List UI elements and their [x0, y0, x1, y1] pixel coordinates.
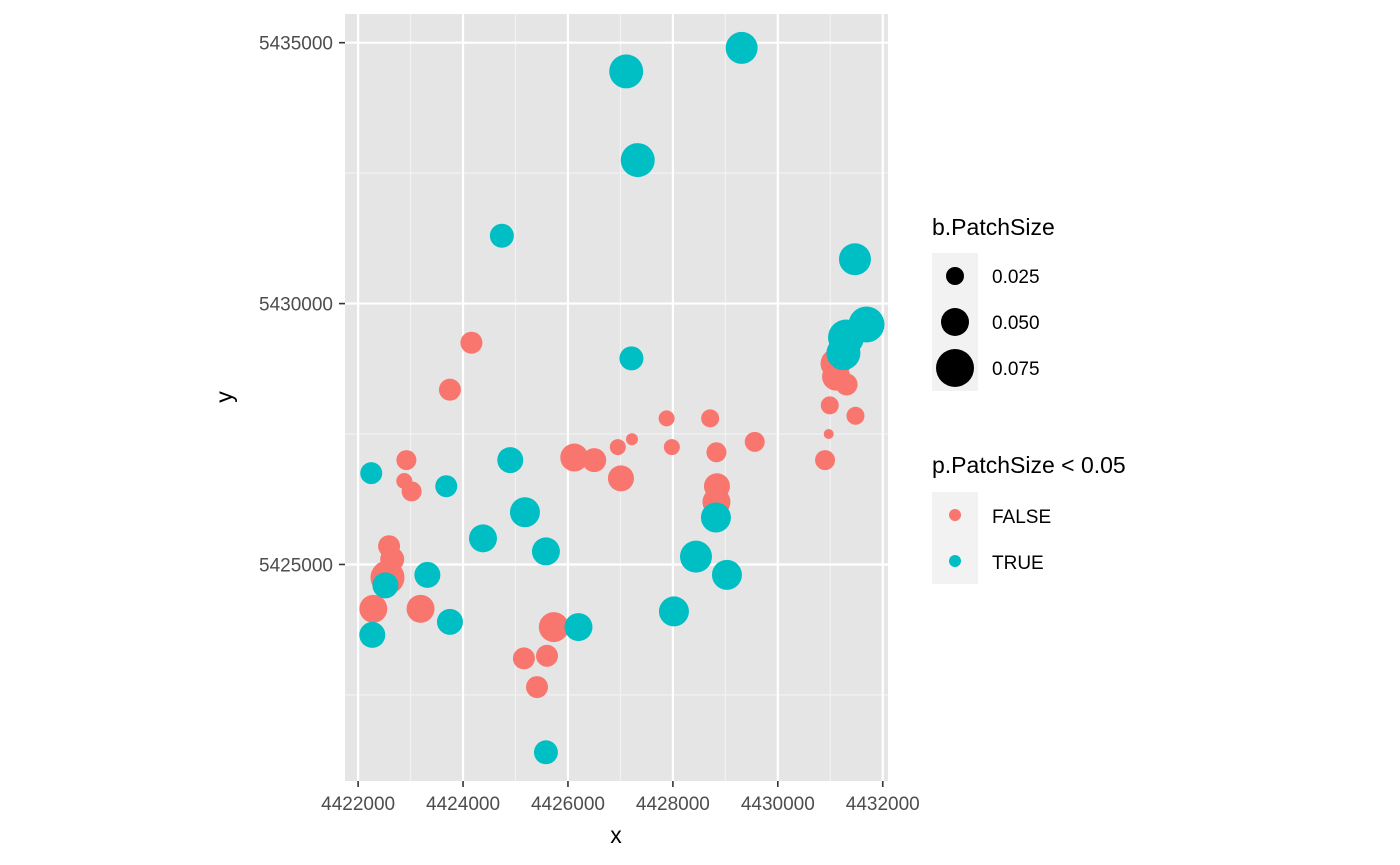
- data-point-true: [372, 572, 399, 599]
- data-point-false: [396, 450, 417, 471]
- data-point-true: [468, 524, 497, 553]
- data-point-false: [460, 331, 483, 354]
- data-point-false: [744, 431, 765, 452]
- data-point-true: [725, 31, 758, 64]
- size-legend-key-2: [936, 349, 974, 387]
- data-point-true: [711, 559, 742, 590]
- size-legend-label: 0.050: [992, 313, 1040, 334]
- data-point-false: [625, 433, 638, 446]
- y-tick-label: 5430000: [259, 295, 333, 316]
- data-point-false: [706, 442, 727, 463]
- x-tick-label: 4422000: [321, 794, 395, 815]
- data-point-false: [701, 409, 720, 428]
- color-legend-key-background: [932, 492, 978, 584]
- data-point-false: [607, 465, 634, 492]
- y-tick-label: 5435000: [259, 34, 333, 55]
- data-point-false: [835, 373, 858, 396]
- grid-major: [345, 14, 888, 781]
- data-point-false: [582, 448, 607, 473]
- data-point-false: [378, 535, 401, 558]
- color-legend-key-true: [949, 555, 961, 567]
- x-axis-title: x: [610, 822, 622, 848]
- data-point-true: [658, 596, 689, 627]
- data-point-false: [535, 644, 558, 667]
- data-point-true: [435, 475, 458, 498]
- data-point-false: [438, 378, 461, 401]
- data-points: [359, 31, 885, 765]
- size-legend-label: 0.025: [992, 267, 1040, 288]
- size-legend-key-0: [946, 267, 964, 285]
- data-point-false: [658, 410, 675, 427]
- data-point-false: [512, 647, 535, 670]
- data-point-true: [700, 502, 731, 533]
- size-legend-label: 0.075: [992, 359, 1040, 380]
- data-point-true: [838, 243, 871, 276]
- data-point-true: [360, 462, 383, 485]
- data-point-true: [679, 540, 712, 573]
- data-point-true: [620, 143, 655, 178]
- x-tick-label: 4426000: [531, 794, 605, 815]
- data-point-true: [509, 497, 540, 528]
- data-point-false: [609, 439, 626, 456]
- data-point-true: [489, 223, 514, 248]
- data-point-true: [497, 447, 524, 474]
- data-point-false: [820, 396, 839, 415]
- data-point-true: [359, 621, 386, 648]
- size-legend: b.PatchSize 0.025 0.050 0.075: [932, 214, 1055, 391]
- data-point-true: [619, 346, 644, 371]
- x-tick-label: 4428000: [636, 794, 710, 815]
- data-point-false: [401, 481, 422, 502]
- color-legend-label: FALSE: [992, 507, 1051, 528]
- data-point-true: [564, 613, 593, 642]
- size-legend-title: b.PatchSize: [932, 214, 1055, 240]
- data-point-false: [538, 612, 569, 643]
- x-tick-label: 4424000: [426, 794, 500, 815]
- data-point-false: [560, 443, 589, 472]
- data-point-false: [359, 594, 388, 623]
- data-point-false: [815, 450, 836, 471]
- y-axis: 5425000 5430000 5435000: [259, 34, 345, 576]
- data-point-true: [609, 54, 644, 89]
- data-point-false: [406, 594, 435, 623]
- color-legend-title: p.PatchSize < 0.05: [932, 452, 1126, 478]
- data-point-true: [436, 608, 463, 635]
- y-axis-title: y: [211, 391, 237, 403]
- panel-background: [345, 14, 888, 781]
- data-point-true: [848, 306, 885, 343]
- color-legend-label: TRUE: [992, 553, 1044, 574]
- size-legend-key-1: [941, 308, 969, 336]
- data-point-false: [823, 429, 834, 440]
- data-point-true: [414, 561, 441, 588]
- data-point-true: [533, 740, 558, 765]
- data-point-false: [846, 406, 865, 425]
- x-axis: 4422000 4424000 4426000 4428000 4430000 44320…: [321, 781, 920, 815]
- color-legend: p.PatchSize < 0.05 FALSE TRUE: [932, 452, 1126, 584]
- y-tick-label: 5425000: [259, 555, 333, 576]
- data-point-false: [526, 676, 549, 699]
- data-point-true: [531, 537, 560, 566]
- color-legend-key-false: [949, 509, 961, 521]
- data-point-false: [663, 439, 680, 456]
- x-tick-label: 4430000: [741, 794, 815, 815]
- x-tick-label: 4432000: [846, 794, 920, 815]
